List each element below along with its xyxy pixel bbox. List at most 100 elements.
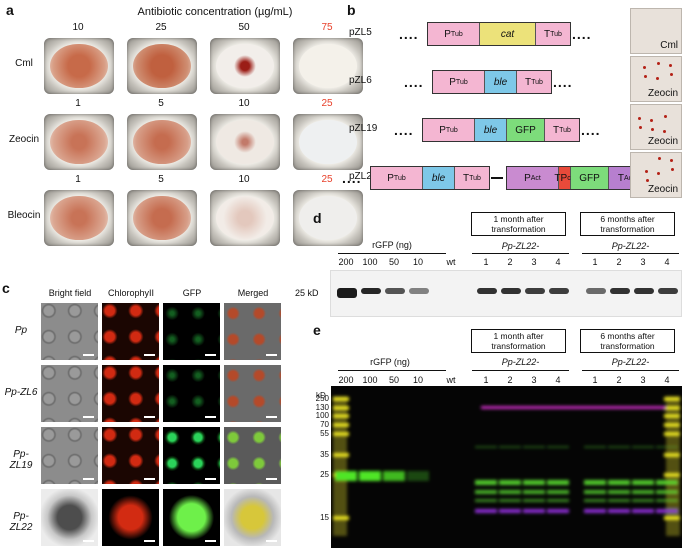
scale-bar (144, 416, 155, 418)
micrograph (102, 489, 159, 546)
plate-label: Zeocin (647, 88, 678, 99)
construct-box: P Tub cat T Tub (427, 22, 571, 46)
panel-e-bracket-1 (472, 370, 569, 371)
panel-e-letter: e (313, 322, 321, 338)
western-band (337, 288, 357, 298)
lane-label: 4 (555, 375, 561, 385)
construct-segment: ble (485, 71, 517, 93)
scale-bar (205, 354, 216, 356)
construct-segment: ble (475, 119, 507, 141)
segment-sub: Tub (445, 126, 458, 134)
panel-d-strain-label-2: Pp-ZL22- (611, 241, 650, 251)
panel-d-blot-svg (337, 288, 678, 298)
colony (638, 117, 641, 120)
panel-d-bracket-2 (582, 253, 679, 254)
construct-segment: T Tub (536, 23, 570, 45)
petri-dish (44, 114, 114, 170)
scale-bar (205, 478, 216, 480)
agar-growth (216, 119, 274, 165)
construct-name: pZL6 (349, 75, 372, 86)
gel-band (475, 509, 497, 513)
lane-label: 4 (664, 375, 670, 385)
ladder-label: 250 (315, 394, 329, 403)
panel-c-column-header: GFP (182, 288, 202, 298)
western-band (610, 288, 630, 294)
petri-dish (293, 190, 363, 246)
dotted-line-right: .... (553, 74, 573, 90)
lane-label: 50 (388, 257, 399, 267)
western-band (501, 288, 521, 294)
construct-segment: GFP (507, 119, 545, 141)
panel-d-marker: 25 kD (295, 288, 319, 298)
petri-dish (44, 38, 114, 94)
petri-dish (210, 190, 280, 246)
lane-label: 10 (412, 257, 423, 267)
scale-bar (144, 540, 155, 542)
segment-label: T (544, 28, 551, 40)
colony (644, 75, 647, 78)
panel-c-column-header: Bright field (48, 288, 92, 298)
lane-label: 200 (338, 375, 354, 385)
segment-label: TP (554, 172, 568, 184)
micrograph (41, 489, 98, 546)
scale-bar (266, 478, 277, 480)
gel-band (608, 446, 630, 448)
gel-band (656, 499, 678, 502)
panel-a-conc-label: 10 (72, 22, 84, 33)
petri-dish (293, 38, 363, 94)
linker-line (491, 177, 503, 179)
scale-bar (83, 540, 94, 542)
gel-band (584, 480, 606, 485)
segment-label: GFP (579, 172, 600, 184)
ladder-label: 100 (315, 411, 329, 420)
panel-e-strain-label-1: Pp-ZL22- (501, 357, 540, 367)
gel-band (481, 406, 666, 409)
petri-dish (210, 38, 280, 94)
dotted-line-left: .... (399, 26, 419, 42)
panel-d-strain-label-1: Pp-ZL22- (501, 241, 540, 251)
lane-label: 2 (616, 375, 622, 385)
lane-label: 1 (483, 375, 489, 385)
colony (657, 172, 660, 175)
segment-label: P (439, 124, 446, 136)
lane-label: 2 (507, 375, 513, 385)
agar-growth (299, 195, 357, 241)
gel-band (475, 499, 497, 502)
gel-band (666, 396, 680, 536)
scale-bar (266, 354, 277, 356)
gel-band (547, 499, 569, 502)
segment-sub: Tub (559, 126, 571, 134)
micrograph (224, 303, 281, 360)
construct-box: PActTPcpGFPTAct (506, 166, 644, 190)
gel-band (475, 480, 497, 485)
segment-sub: Tub (531, 78, 543, 86)
panel-e-box-1month: 1 month after transformation (471, 329, 566, 353)
panel-a-conc-label: 75 (321, 22, 333, 33)
panel-e-kd-label: kD (316, 391, 326, 400)
gel-band (499, 499, 521, 502)
ladder-label: 25 (320, 470, 329, 479)
panel-d-letter: d (313, 210, 322, 226)
agar-growth (50, 119, 108, 165)
segment-label: P (444, 28, 451, 40)
lane-label: 1 (592, 257, 598, 267)
lane-label: 3 (531, 375, 537, 385)
agar-growth (133, 43, 191, 89)
panel-d-bracket-1 (472, 253, 569, 254)
segment-sub: Tub (393, 174, 406, 182)
dotted-line-left: .... (394, 122, 414, 138)
colony (657, 62, 660, 65)
petri-dish (127, 114, 197, 170)
gel-band (523, 480, 545, 485)
plate-label: Zeocin (647, 184, 678, 195)
western-band (361, 288, 381, 294)
gel-band (523, 446, 545, 448)
gel-band (407, 471, 429, 481)
gel-band (547, 480, 569, 485)
panel-e-box-6months: 6 months after transformation (580, 329, 675, 353)
construct-segment: P Tub (423, 119, 475, 141)
gel-band (608, 509, 630, 513)
gel-band (359, 471, 381, 481)
western-band (409, 288, 429, 294)
scale-bar (144, 354, 155, 356)
